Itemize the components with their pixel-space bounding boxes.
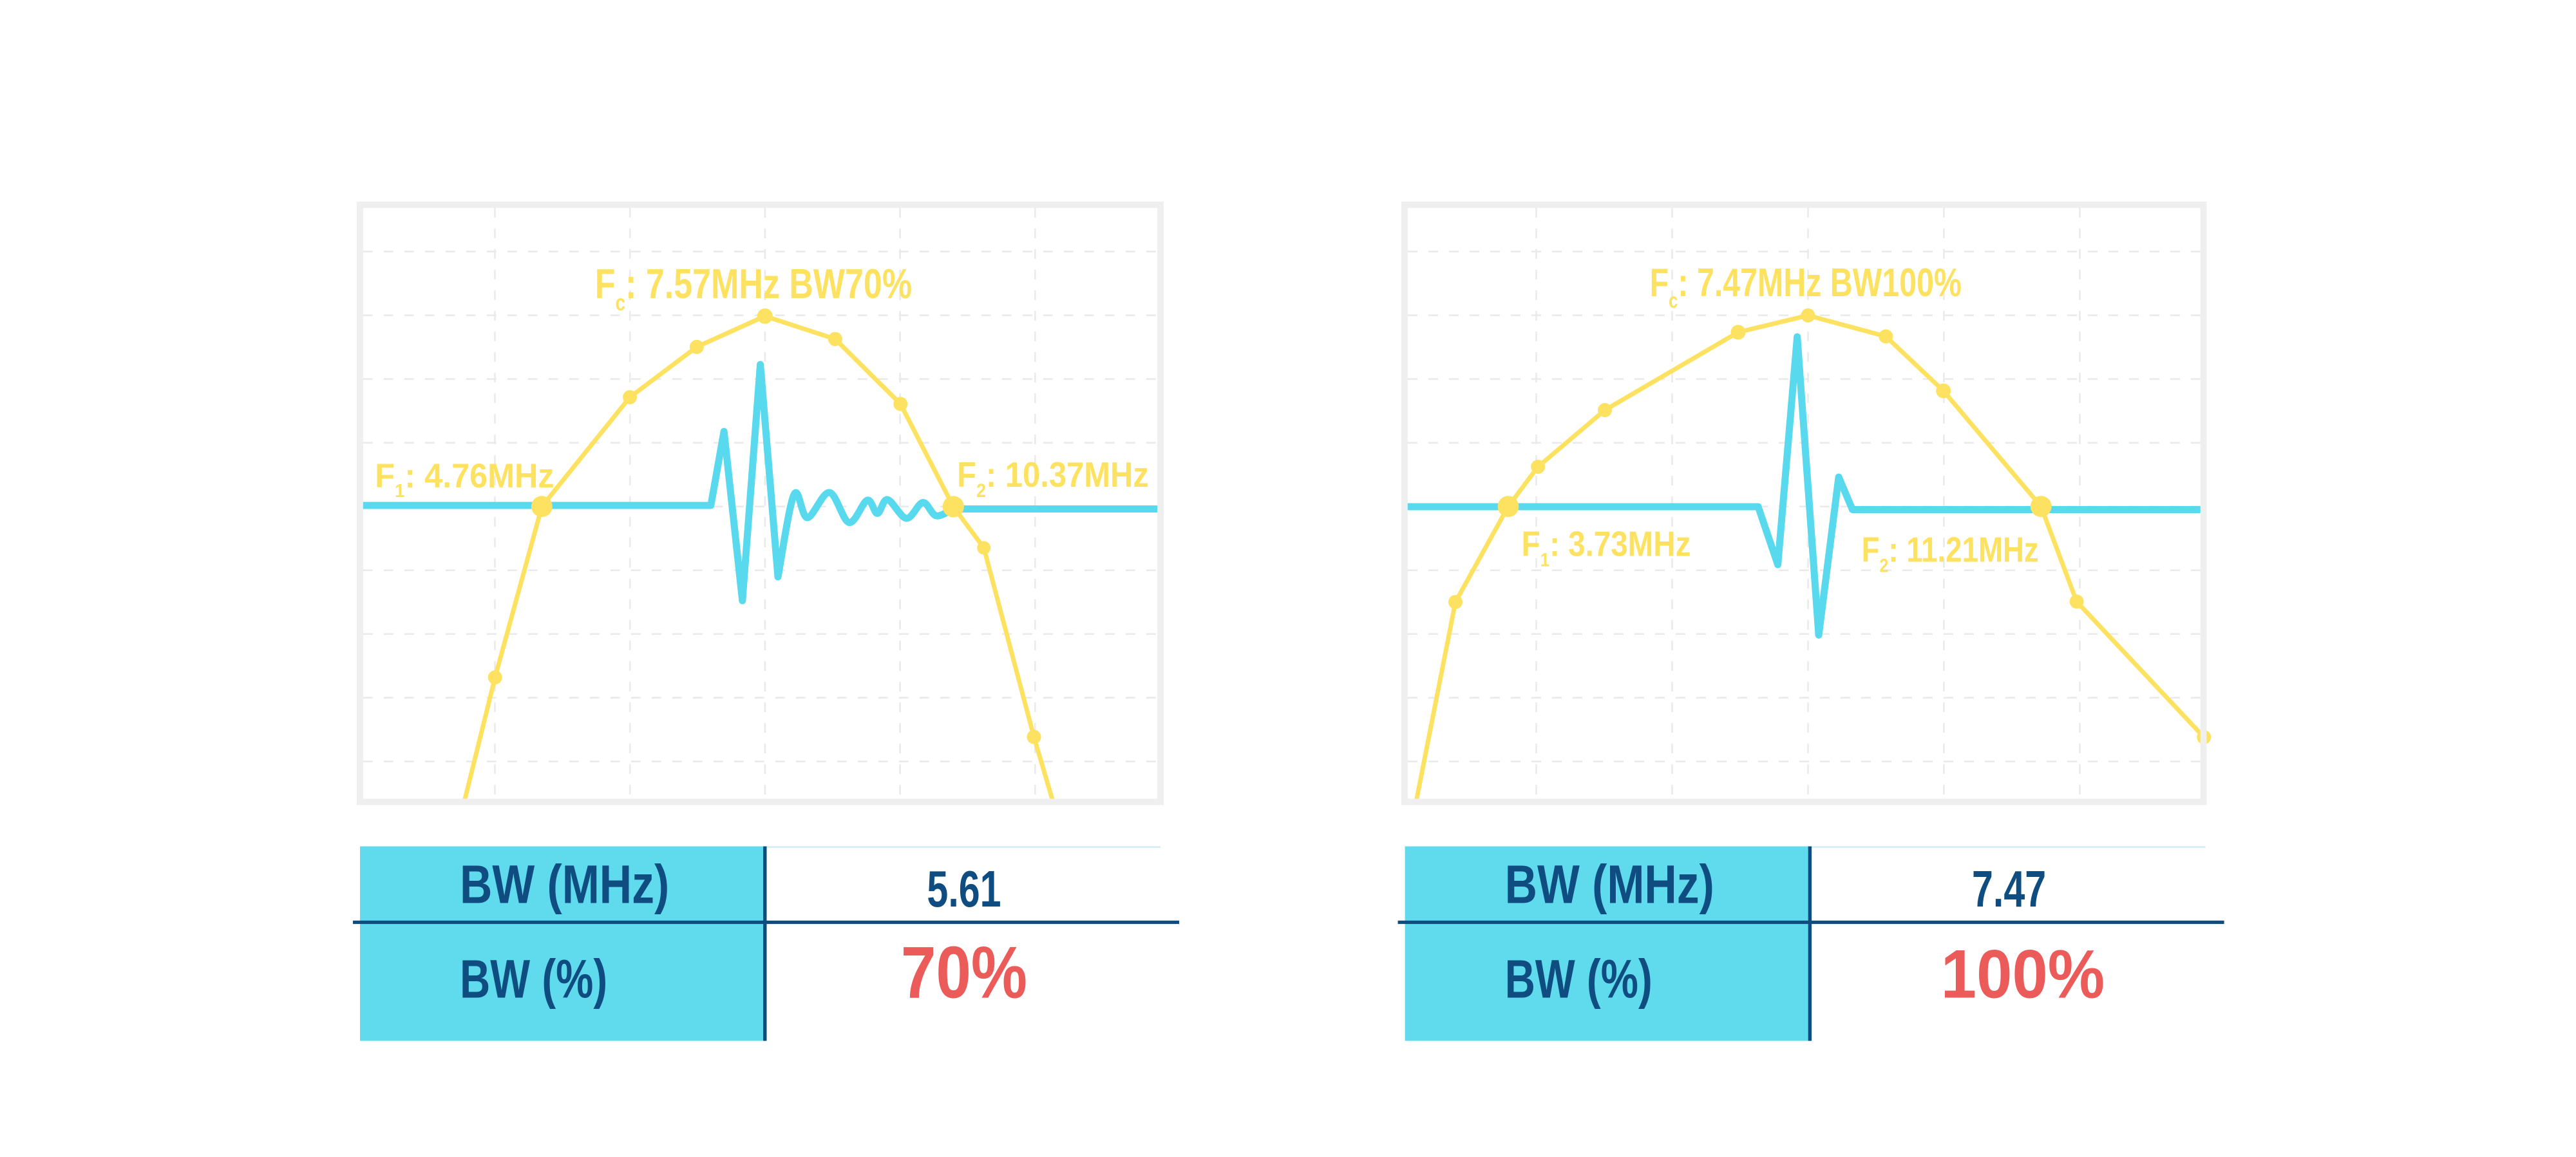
svg-text:7.47: 7.47 — [1972, 860, 2046, 917]
svg-text:BW (%): BW (%) — [460, 949, 607, 1010]
svg-text:BW (MHz): BW (MHz) — [460, 854, 669, 915]
svg-text:Fc: 7.57MHz BW70%: Fc: 7.57MHz BW70% — [595, 261, 912, 315]
svg-text:F1: 4.76MHz: F1: 4.76MHz — [375, 456, 554, 501]
svg-text:BW (MHz): BW (MHz) — [1505, 854, 1714, 915]
svg-text:F1: 3.73MHz: F1: 3.73MHz — [1522, 523, 1691, 570]
svg-text:BW (%): BW (%) — [1505, 949, 1653, 1010]
svg-text:70%: 70% — [901, 932, 1027, 1014]
svg-text:F2: 10.37MHz: F2: 10.37MHz — [957, 455, 1149, 502]
svg-text:100%: 100% — [1941, 935, 2105, 1012]
svg-text:Fc: 7.47MHz BW100%: Fc: 7.47MHz BW100% — [1650, 260, 1962, 313]
svg-text:5.61: 5.61 — [927, 860, 1001, 917]
svg-text:F2: 11.21MHz: F2: 11.21MHz — [1862, 529, 2039, 576]
